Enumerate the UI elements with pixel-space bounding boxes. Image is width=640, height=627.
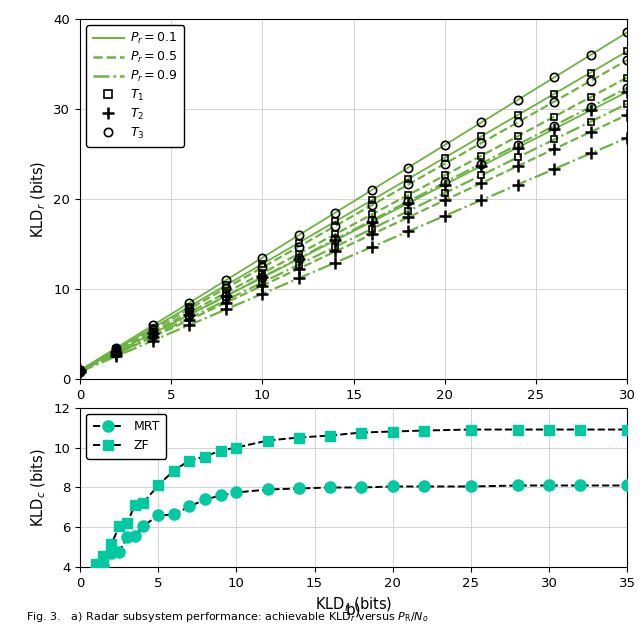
Text: b): b) [346,603,362,618]
X-axis label: KLD$_r$ (bits): KLD$_r$ (bits) [315,596,392,614]
Legend: MRT, ZF: MRT, ZF [86,414,166,458]
X-axis label: $P_R/N_o$ (dB): $P_R/N_o$ (dB) [316,408,391,426]
Text: a): a) [346,417,361,432]
Y-axis label: KLD$_r$ (bits): KLD$_r$ (bits) [29,161,48,238]
Y-axis label: KLD$_c$ (bits): KLD$_c$ (bits) [29,448,48,527]
Text: Fig. 3.   a) Radar subsystem performance: achievable KLD$_r$ versus $P_\mathrm{R: Fig. 3. a) Radar subsystem performance: … [26,610,428,624]
Legend: $P_r = 0.1$, $P_r = 0.5$, $P_r = 0.9$, $T_1$, $T_2$, $T_3$: $P_r = 0.1$, $P_r = 0.5$, $P_r = 0.9$, $… [86,25,184,147]
